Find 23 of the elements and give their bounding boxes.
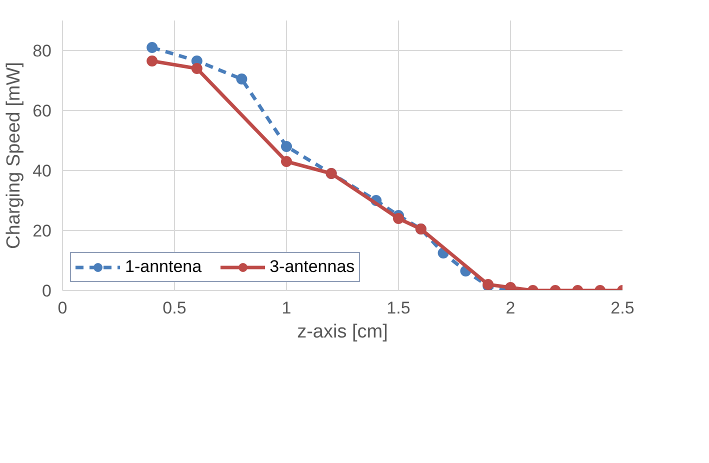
point bbox=[236, 74, 248, 84]
point bbox=[281, 141, 292, 152]
x-tick-label: 2 bbox=[506, 298, 516, 318]
y-tick-label: 40 bbox=[32, 162, 52, 180]
y-tick-label: 0 bbox=[42, 282, 52, 300]
legend-label: 1-anntena bbox=[125, 257, 202, 277]
x-tick-label: 0 bbox=[58, 298, 68, 318]
point bbox=[281, 156, 292, 167]
point bbox=[505, 282, 516, 290]
x-axis-title: z-axis [cm] bbox=[297, 322, 388, 342]
point bbox=[393, 213, 404, 224]
y-axis-title: Charging Speed [mW] bbox=[4, 62, 25, 249]
x-tick-label: 1.5 bbox=[386, 298, 410, 318]
point bbox=[146, 56, 158, 66]
x-tick-label: 1 bbox=[282, 298, 292, 318]
x-tick-label: 2.5 bbox=[610, 298, 634, 318]
y-tick-label: 80 bbox=[32, 42, 52, 60]
legend-label: 3-antennas bbox=[270, 257, 355, 277]
y-tick-label: 20 bbox=[32, 222, 52, 240]
point bbox=[191, 63, 202, 74]
point bbox=[146, 42, 158, 53]
y-tick-label: 60 bbox=[32, 102, 52, 120]
x-tick-label: 0.5 bbox=[162, 298, 186, 318]
